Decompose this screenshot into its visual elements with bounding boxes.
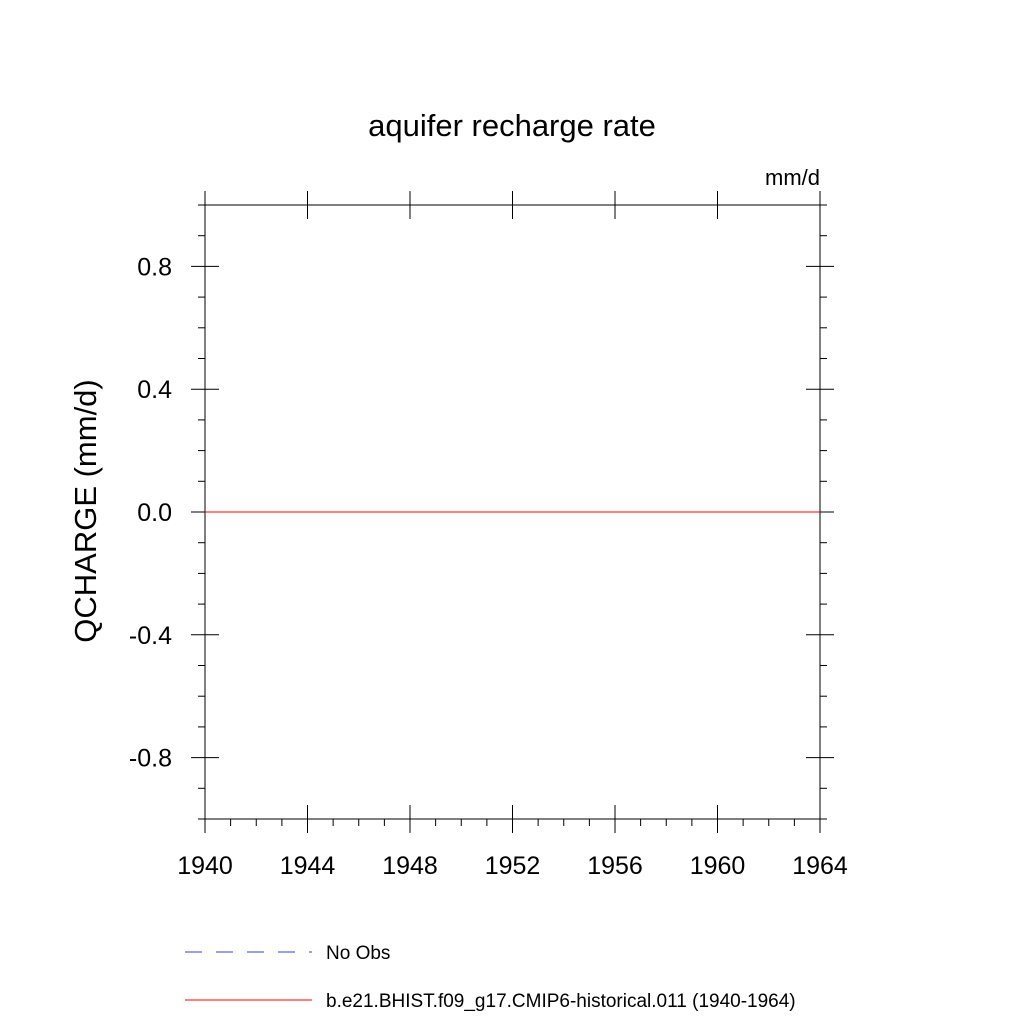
units-label: mm/d bbox=[765, 165, 820, 190]
chart-title: aquifer recharge rate bbox=[368, 108, 656, 143]
x-tick-label: 1960 bbox=[690, 852, 746, 880]
y-tick-label: 0.4 bbox=[137, 376, 172, 404]
legend-label: No Obs bbox=[326, 943, 390, 964]
axis-ticks: 1940 1944 1948 1952 1956 1960 1964 -0.8 -0.4 0.0 0… bbox=[129, 191, 848, 880]
x-tick-label: 1944 bbox=[280, 852, 336, 880]
x-tick-label: 1956 bbox=[587, 852, 643, 880]
legend: No Obs b.e21.BHIST.f09_g17.CMIP6-historic… bbox=[185, 943, 796, 1012]
y-tick-label: 0.8 bbox=[137, 253, 172, 281]
x-tick-label: 1940 bbox=[177, 852, 233, 880]
y-axis-label: QCHARGE (mm/d) bbox=[68, 379, 103, 643]
x-tick-label: 1952 bbox=[485, 852, 541, 880]
y-tick-label: 0.0 bbox=[137, 499, 172, 527]
x-tick-label: 1948 bbox=[382, 852, 438, 880]
x-tick-label: 1964 bbox=[792, 852, 848, 880]
y-tick-label: -0.4 bbox=[129, 622, 172, 650]
y-tick-label: -0.8 bbox=[129, 745, 172, 773]
legend-label: b.e21.BHIST.f09_g17.CMIP6-historical.011… bbox=[326, 991, 796, 1012]
